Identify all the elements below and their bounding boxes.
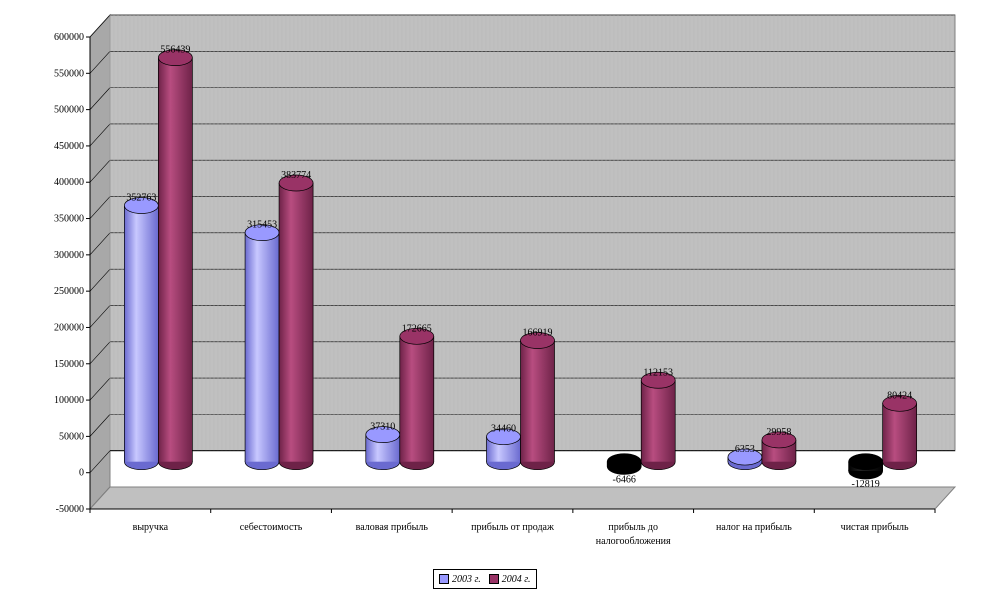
data-label: 352763 xyxy=(126,193,156,204)
x-category-label: прибыль от продаж xyxy=(471,522,554,533)
bar-series1-0 xyxy=(158,57,193,462)
data-label: 112153 xyxy=(643,367,673,378)
gridline-side xyxy=(89,377,111,401)
x-category-label: себестоимость xyxy=(240,522,303,533)
data-label: 383774 xyxy=(281,170,311,181)
gridline-side xyxy=(89,450,111,473)
bar-top xyxy=(882,394,917,412)
bar-series1-2 xyxy=(399,336,434,462)
gridline-side xyxy=(89,268,111,292)
bar-top xyxy=(520,332,555,349)
data-label: 80424 xyxy=(887,390,912,401)
y-tick-label: 300000 xyxy=(54,250,84,261)
bar-series1-3 xyxy=(520,340,555,462)
bar-top xyxy=(761,431,797,449)
x-category-label: прибыль до xyxy=(608,522,658,533)
bar-top xyxy=(158,49,193,66)
y-tick-label: 450000 xyxy=(54,141,84,152)
legend: 2003 г. 2004 г. xyxy=(433,569,537,589)
gridline-side xyxy=(89,87,111,110)
bar-series0-0 xyxy=(124,205,159,462)
y-tick-label: 550000 xyxy=(54,68,84,79)
y-tick-label: 200000 xyxy=(54,322,84,333)
bar-top xyxy=(640,371,676,389)
bar-series1-1 xyxy=(279,183,314,462)
bar-series0-1 xyxy=(245,232,280,462)
y-tick-label: 250000 xyxy=(54,286,84,297)
data-label: 556439 xyxy=(160,45,190,56)
y-tick-label: 600000 xyxy=(54,32,84,43)
bar-top xyxy=(848,453,883,471)
legend-swatch-2004 xyxy=(488,574,499,584)
legend-swatch-2003 xyxy=(439,574,449,584)
y-tick-label: 150000 xyxy=(54,359,84,370)
y-tick-label: 350000 xyxy=(54,214,84,225)
gridline-side xyxy=(89,14,111,38)
bar-top xyxy=(278,174,314,192)
data-label: 315453 xyxy=(247,220,277,231)
x-category-label: налогообложения xyxy=(596,536,671,547)
y-tick-label: 400000 xyxy=(54,177,84,188)
legend-label-2003: 2003 г. xyxy=(452,573,481,585)
gridline-side xyxy=(89,305,111,328)
side-wall xyxy=(89,13,111,511)
gridline-side xyxy=(89,123,111,147)
bar-series1-6 xyxy=(882,403,917,462)
y-tick-label: 50000 xyxy=(59,431,84,442)
gridline-side xyxy=(89,196,111,219)
legend-item-2004: 2004 г. xyxy=(488,573,531,585)
gridline-side xyxy=(89,414,111,437)
floor xyxy=(88,486,957,510)
bar-top xyxy=(606,453,642,471)
data-label: 34460 xyxy=(491,424,516,435)
x-category-label: чистая прибыль xyxy=(841,522,909,533)
y-tick-label: 100000 xyxy=(54,395,84,406)
gridline-side xyxy=(89,51,111,74)
x-category-label: валовая прибыль xyxy=(356,522,429,533)
bar-series1-4 xyxy=(641,380,676,462)
data-label: 172665 xyxy=(402,323,432,334)
y-tick-label: 500000 xyxy=(54,105,84,116)
y-tick-label: 0 xyxy=(79,468,84,479)
data-label: 6353 xyxy=(735,444,755,455)
data-label: -12819 xyxy=(851,479,879,490)
data-label: 37310 xyxy=(370,422,395,433)
x-category-label: налог на прибыль xyxy=(716,522,792,533)
legend-item-2003: 2003 г. xyxy=(439,574,481,585)
gridline-side xyxy=(89,341,111,364)
legend-label-2004: 2004 г. xyxy=(501,573,531,585)
gridline-side xyxy=(89,160,111,183)
x-category-label: выручка xyxy=(133,522,169,533)
data-label: 29958 xyxy=(766,427,791,438)
bar-top xyxy=(399,327,435,345)
gridline-side xyxy=(89,232,111,256)
data-label: 166919 xyxy=(523,327,553,338)
data-label: -6466 xyxy=(613,474,636,485)
y-tick-label: -50000 xyxy=(56,504,84,515)
